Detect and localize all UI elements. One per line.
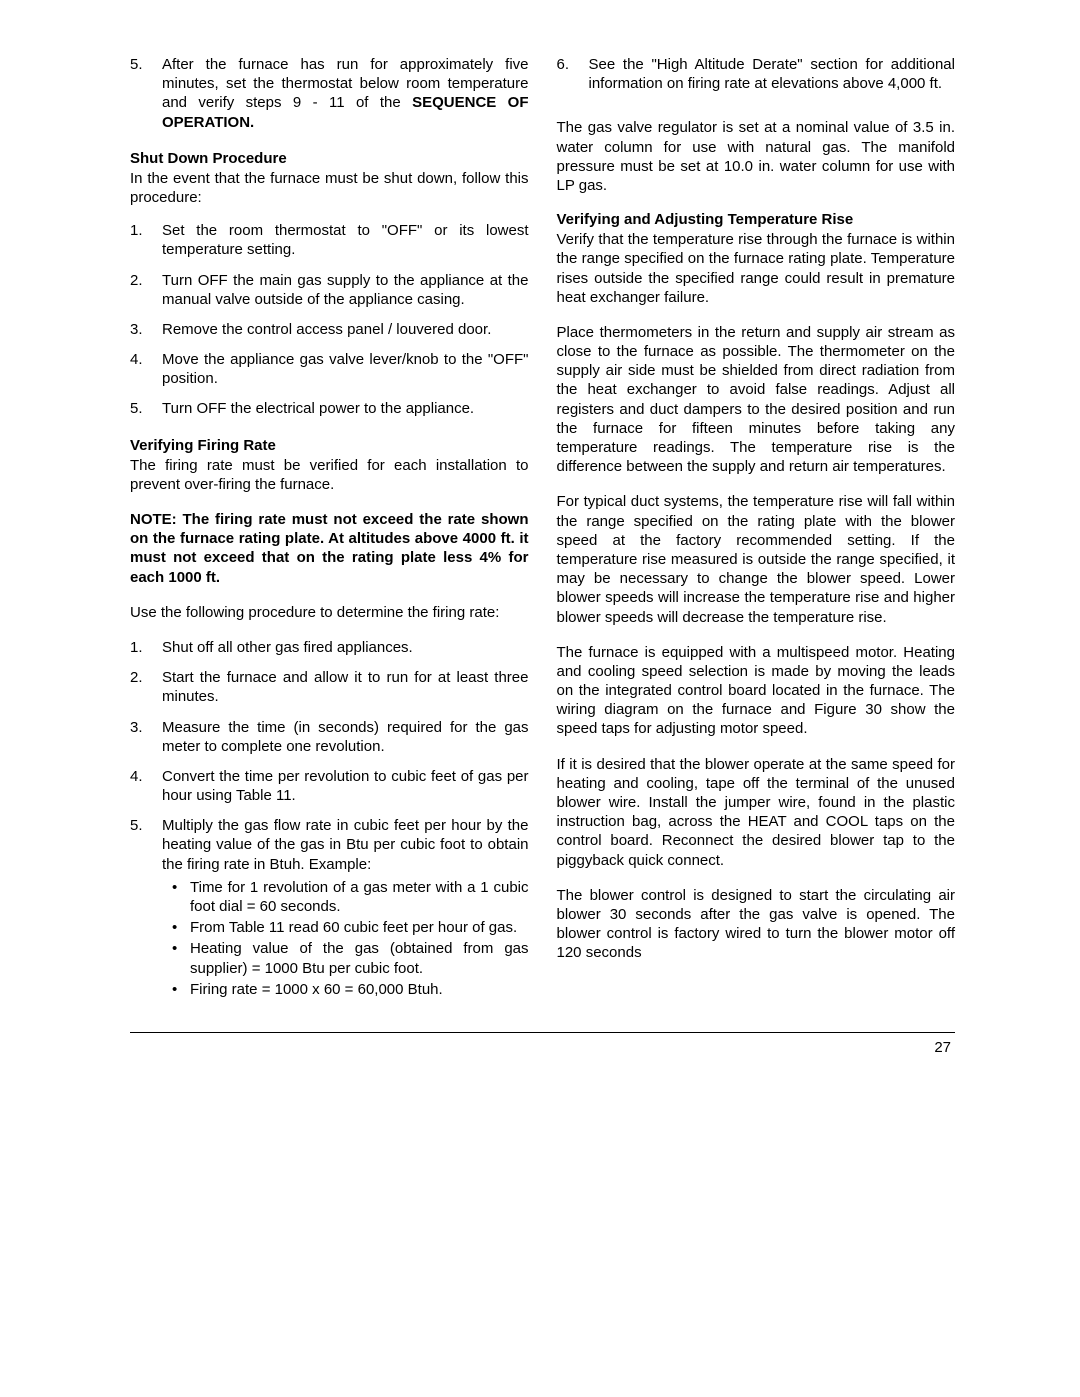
sublist-text: Heating value of the gas (obtained from … <box>190 939 529 977</box>
list-text: Turn OFF the electrical power to the app… <box>162 399 529 418</box>
list-item: 6. See the "High Altitude Derate" sectio… <box>557 55 956 93</box>
list-number: 2. <box>130 668 162 706</box>
list-item: 3. Remove the control access panel / lou… <box>130 320 529 339</box>
list-item: 4. Move the appliance gas valve lever/kn… <box>130 350 529 388</box>
shutdown-heading: Shut Down Procedure <box>130 150 529 167</box>
temp-paragraph-5: If it is desired that the blower operate… <box>557 755 956 870</box>
list-text: Move the appliance gas valve lever/knob … <box>162 350 529 388</box>
list-number: 5. <box>130 55 162 132</box>
list-text: Convert the time per revolution to cubic… <box>162 767 529 805</box>
bullet-icon: • <box>162 918 190 937</box>
list-text: Measure the time (in seconds) required f… <box>162 718 529 756</box>
list-text: Start the furnace and allow it to run fo… <box>162 668 529 706</box>
sublist-text: From Table 11 read 60 cubic feet per hou… <box>190 918 529 937</box>
list-item: 3. Measure the time (in seconds) require… <box>130 718 529 756</box>
list-text-main: Multiply the gas flow rate in cubic feet… <box>162 817 529 872</box>
list-item: 2. Start the furnace and allow it to run… <box>130 668 529 706</box>
firing-intro: The firing rate must be verified for eac… <box>130 456 529 494</box>
list-text: After the furnace has run for approximat… <box>162 55 529 132</box>
temp-paragraph-3: For typical duct systems, the temperatur… <box>557 492 956 626</box>
right-column: 6. See the "High Altitude Derate" sectio… <box>557 55 956 1012</box>
gas-valve-paragraph: The gas valve regulator is set at a nomi… <box>557 118 956 195</box>
list-number: 2. <box>130 271 162 309</box>
list-text: Turn OFF the main gas supply to the appl… <box>162 271 529 309</box>
sublist-item: • Heating value of the gas (obtained fro… <box>162 939 529 977</box>
temp-paragraph-4: The furnace is equipped with a multispee… <box>557 643 956 739</box>
sublist-item: • Time for 1 revolution of a gas meter w… <box>162 878 529 916</box>
firing-rate-heading: Verifying Firing Rate <box>130 437 529 454</box>
list-number: 6. <box>557 55 589 93</box>
firing-note: NOTE: The firing rate must not exceed th… <box>130 510 529 587</box>
firing-procedure-list: 1. Shut off all other gas fired applianc… <box>130 638 529 1001</box>
footer-rule <box>130 1032 955 1033</box>
list-number: 1. <box>130 221 162 259</box>
two-column-layout: 5. After the furnace has run for approxi… <box>130 55 955 1012</box>
page-number: 27 <box>130 1039 955 1056</box>
list-number: 3. <box>130 320 162 339</box>
list-text: Multiply the gas flow rate in cubic feet… <box>162 816 529 1001</box>
temp-paragraph-1: Verify that the temperature rise through… <box>557 230 956 307</box>
sublist-text: Firing rate = 1000 x 60 = 60,000 Btuh. <box>190 980 529 999</box>
list-item: 5. Multiply the gas flow rate in cubic f… <box>130 816 529 1001</box>
list-number: 3. <box>130 718 162 756</box>
sublist-item: • From Table 11 read 60 cubic feet per h… <box>162 918 529 937</box>
list-text: Shut off all other gas fired appliances. <box>162 638 529 657</box>
bullet-icon: • <box>162 939 190 977</box>
use-procedure-text: Use the following procedure to determine… <box>130 603 529 622</box>
continuation-list-left: 5. After the furnace has run for approxi… <box>130 55 529 132</box>
temperature-rise-heading: Verifying and Adjusting Temperature Rise <box>557 211 956 228</box>
bullet-icon: • <box>162 980 190 999</box>
list-number: 4. <box>130 767 162 805</box>
temp-paragraph-6: The blower control is designed to start … <box>557 886 956 963</box>
list-item: 1. Set the room thermostat to "OFF" or i… <box>130 221 529 259</box>
left-column: 5. After the furnace has run for approxi… <box>130 55 529 1012</box>
list-item: 5. After the furnace has run for approxi… <box>130 55 529 132</box>
list-number: 5. <box>130 816 162 1001</box>
list-text: Set the room thermostat to "OFF" or its … <box>162 221 529 259</box>
bullet-icon: • <box>162 878 190 916</box>
example-sublist: • Time for 1 revolution of a gas meter w… <box>162 878 529 999</box>
sublist-item: • Firing rate = 1000 x 60 = 60,000 Btuh. <box>162 980 529 999</box>
list-number: 1. <box>130 638 162 657</box>
list-item: 5. Turn OFF the electrical power to the … <box>130 399 529 418</box>
list-text: Remove the control access panel / louver… <box>162 320 529 339</box>
list-item: 2. Turn OFF the main gas supply to the a… <box>130 271 529 309</box>
list-number: 4. <box>130 350 162 388</box>
list-text: See the "High Altitude Derate" section f… <box>589 55 956 93</box>
shutdown-list: 1. Set the room thermostat to "OFF" or i… <box>130 221 529 419</box>
list-item: 1. Shut off all other gas fired applianc… <box>130 638 529 657</box>
shutdown-intro: In the event that the furnace must be sh… <box>130 169 529 207</box>
temp-paragraph-2: Place thermometers in the return and sup… <box>557 323 956 477</box>
sublist-text: Time for 1 revolution of a gas meter wit… <box>190 878 529 916</box>
continuation-list-right: 6. See the "High Altitude Derate" sectio… <box>557 55 956 93</box>
list-item: 4. Convert the time per revolution to cu… <box>130 767 529 805</box>
list-number: 5. <box>130 399 162 418</box>
